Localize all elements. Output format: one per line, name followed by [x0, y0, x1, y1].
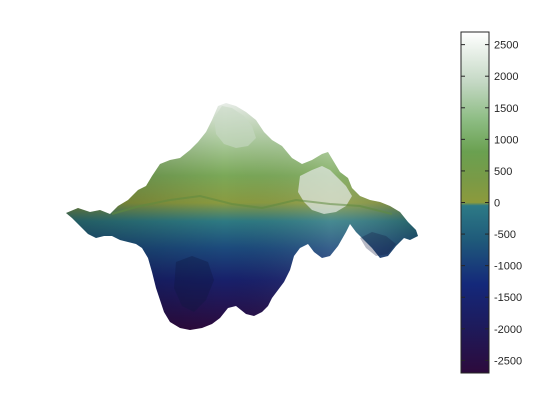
terrain-surface [66, 103, 418, 330]
colorbar: 2500 2000 1500 1000 500 0 -500 -1000 -1500 -2000 -… [461, 32, 522, 373]
colorbar-tick-label: -1500 [494, 292, 522, 304]
colorbar-tick-label: -1000 [494, 261, 522, 273]
colorbar-tick-label: 2000 [494, 71, 518, 83]
colorbar-tick-label: -500 [494, 229, 516, 241]
colorbar-tick-label: 500 [494, 166, 512, 178]
colorbar-tick-label: -2000 [494, 324, 522, 336]
colorbar-tick-label: -2500 [494, 355, 522, 367]
colorbar-tick-label: 0 [494, 198, 500, 210]
colorbar-tick-label: 1000 [494, 134, 518, 146]
colorbar-fill [461, 32, 489, 373]
colorbar-tick-label: 2500 [494, 40, 518, 52]
colorbar-tick-label: 1500 [494, 103, 518, 115]
